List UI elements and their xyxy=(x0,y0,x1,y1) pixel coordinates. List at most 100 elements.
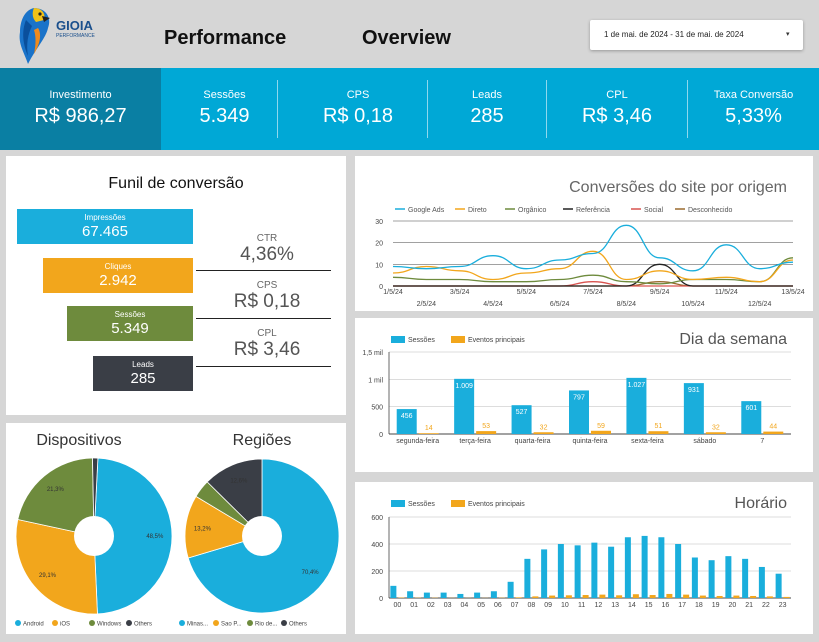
line-chart-panel: Conversões do site por origem Google Ads D… xyxy=(355,156,813,311)
funnel-metric-ctr: CTR 4,36% xyxy=(202,233,332,266)
funnel-step-label: Cliques xyxy=(104,262,132,271)
x-tick-label: 8/5/24 xyxy=(617,301,637,308)
legend-label: Eventos principais xyxy=(468,337,525,344)
bar-data-label: 14 xyxy=(425,425,433,432)
chart-title: Horário xyxy=(735,495,788,512)
x-tick-label: 02 xyxy=(427,602,435,609)
y-tick-label: 200 xyxy=(371,569,383,576)
kpi-label: Leads xyxy=(472,89,502,101)
pie-slice xyxy=(184,495,263,559)
chevron-down-icon: ▾ xyxy=(786,31,790,38)
funnel-step-sessoes[interactable]: Sessões 5.349 xyxy=(67,306,193,341)
page-title-right: Overview xyxy=(362,27,451,49)
kpi-label: CPL xyxy=(606,89,628,101)
weekday-chart-panel: Dia da semana Sessões Eventos principais 0 5… xyxy=(355,318,813,472)
bar-sessoes xyxy=(507,581,514,598)
x-tick-label: 10/5/24 xyxy=(681,301,704,308)
bar-eventos xyxy=(533,432,554,434)
bar-sessoes xyxy=(569,390,589,434)
series-line-1 xyxy=(392,250,794,283)
legend-dot xyxy=(15,620,21,626)
bar-eventos xyxy=(532,596,539,598)
x-tick-label: 21 xyxy=(745,602,753,609)
bar-eventos xyxy=(632,594,639,598)
weekday-chart-svg: Dia da semana Sessões Eventos principais 0 5… xyxy=(362,331,791,445)
legend-label: Sao P... xyxy=(221,622,242,628)
y-tick-label: 600 xyxy=(371,515,383,522)
slice-label: 12,6% xyxy=(230,479,248,485)
chart-title: Conversões do site por origem xyxy=(569,179,787,196)
funnel-metric-cpl: CPL R$ 3,46 xyxy=(202,328,332,361)
x-tick-label: 08 xyxy=(527,602,535,609)
y-tick-label: 0 xyxy=(379,432,383,439)
funnel-step-label: Sessões xyxy=(114,310,146,319)
x-tick-label: 20 xyxy=(728,602,736,609)
legend-dot xyxy=(126,620,132,626)
x-tick-label: terça-feira xyxy=(459,438,491,445)
bar-sessoes xyxy=(624,537,631,598)
bar-eventos xyxy=(591,430,611,434)
x-tick-label: sábado xyxy=(693,438,716,445)
x-tick-label: 18 xyxy=(695,602,703,609)
funnel-metric-value: R$ 3,46 xyxy=(233,339,301,360)
y-tick-label: 1,5 mil xyxy=(362,350,383,357)
bar-sessoes xyxy=(741,401,762,434)
x-tick-label: 03 xyxy=(444,602,452,609)
bar-eventos xyxy=(705,432,726,434)
legend-label: Android xyxy=(23,622,44,628)
kpi-cpl: CPL R$ 3,46 xyxy=(548,68,686,150)
legend-label: Sessões xyxy=(408,337,435,344)
x-tick-label: 01 xyxy=(410,602,418,609)
pie-title: Dispositivos xyxy=(36,432,121,449)
bar-sessoes xyxy=(658,537,665,598)
legend-label: Direto xyxy=(468,207,487,214)
x-tick-label: 3/5/24 xyxy=(450,289,470,296)
legend-label: Sessões xyxy=(408,501,435,508)
kpi-investimento: Investimento R$ 986,27 xyxy=(0,68,161,150)
bar-data-label: 53 xyxy=(482,423,490,430)
funnel-metric-label: CPS xyxy=(256,280,278,291)
legend-label: iOS xyxy=(60,622,70,628)
bar-data-label: 527 xyxy=(516,409,528,416)
kpi-cps: CPS R$ 0,18 xyxy=(290,68,426,150)
bar-sessoes xyxy=(474,592,481,598)
pie-slice xyxy=(206,458,263,537)
bar-eventos xyxy=(699,595,706,598)
bar-sessoes xyxy=(440,592,447,598)
x-tick-label: 15 xyxy=(645,602,653,609)
date-range-selector[interactable]: 1 de mai. de 2024 - 31 de mai. de 2024 ▾ xyxy=(590,20,803,50)
pie-title: Regiões xyxy=(233,432,292,449)
x-tick-label: 1/5/24 xyxy=(383,289,403,296)
kpi-sessoes: Sessões 5.349 xyxy=(161,68,288,150)
x-tick-label: 00 xyxy=(393,602,401,609)
funnel-step-leads[interactable]: Leads 285 xyxy=(93,356,193,391)
kpi-divider xyxy=(687,80,688,138)
kpi-value: 285 xyxy=(470,105,504,127)
x-tick-label: 10 xyxy=(561,602,569,609)
logo-text: GIOIA xyxy=(56,18,93,33)
x-tick-label: 16 xyxy=(661,602,669,609)
kpi-value: R$ 986,27 xyxy=(34,105,127,127)
funnel-step-cliques[interactable]: Cliques 2.942 xyxy=(43,258,193,293)
kpi-leads: Leads 285 xyxy=(428,68,546,150)
x-tick-label: 2/5/24 xyxy=(417,301,437,308)
kpi-divider xyxy=(427,80,428,138)
funnel-metric-value: 4,36% xyxy=(240,244,294,265)
date-range-text: 1 de mai. de 2024 - 31 de mai. de 2024 xyxy=(604,30,744,39)
bar-sessoes xyxy=(641,535,648,598)
bar-eventos xyxy=(716,595,723,598)
bar-sessoes xyxy=(608,546,615,598)
series-line-2 xyxy=(392,257,794,285)
legend-label: Rio de... xyxy=(255,622,278,628)
x-tick-label: 13 xyxy=(611,602,619,609)
y-tick-label: 10 xyxy=(375,262,383,269)
x-tick-label: 19 xyxy=(712,602,720,609)
bar-data-label: 1.009 xyxy=(455,383,473,390)
legend-label: Desconhecido xyxy=(688,207,732,214)
x-tick-label: 09 xyxy=(544,602,552,609)
bar-sessoes xyxy=(390,585,397,598)
funnel-step-impressoes[interactable]: Impressões 67.465 xyxy=(17,209,193,244)
bar-data-label: 931 xyxy=(688,387,700,394)
bar-eventos xyxy=(418,433,439,434)
y-tick-label: 0 xyxy=(379,596,383,603)
